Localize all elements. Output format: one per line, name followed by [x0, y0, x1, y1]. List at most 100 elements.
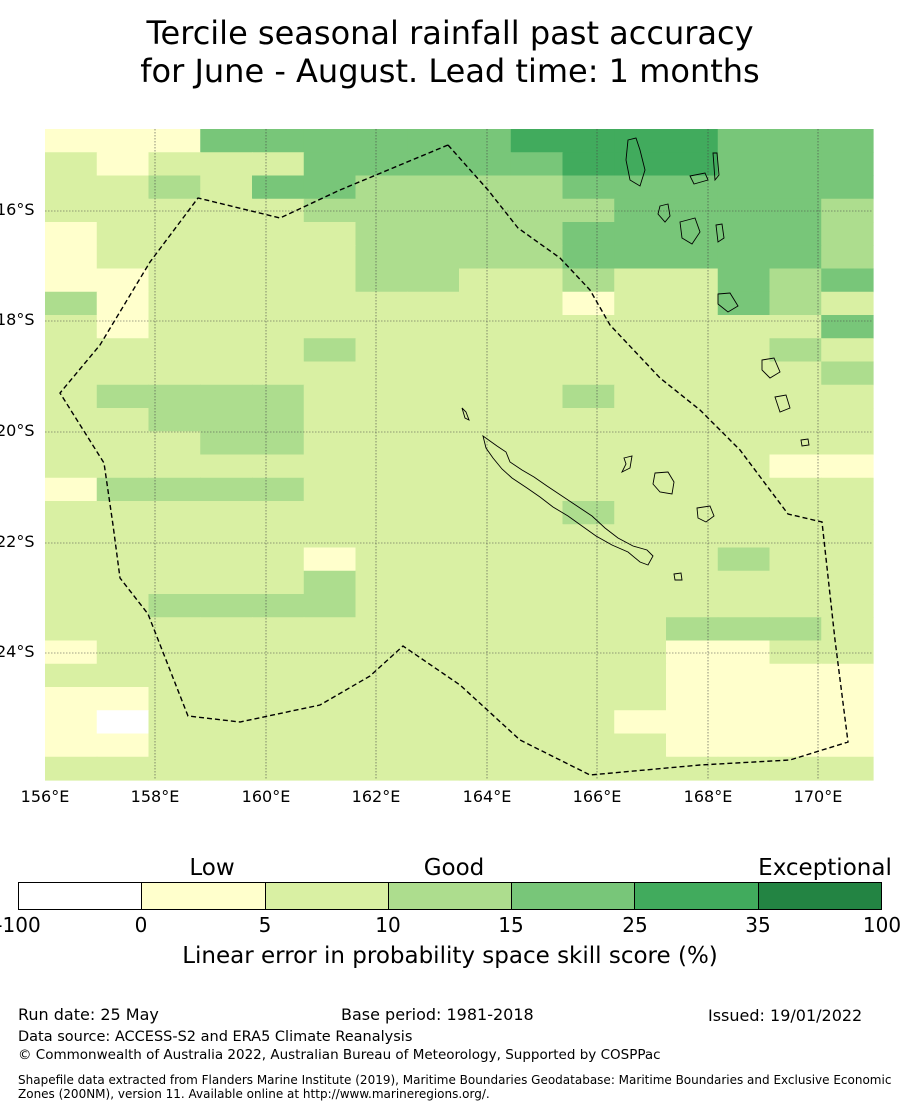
shapefile-attribution: Shapefile data extracted from Flanders M…: [18, 1073, 892, 1101]
grid-cell: [717, 570, 771, 595]
grid-cell: [717, 733, 771, 758]
grid-cell: [148, 687, 201, 711]
grid-cell: [355, 501, 408, 525]
grid-cell: [562, 640, 615, 665]
grid-cell: [510, 245, 564, 270]
grid-cell: [407, 594, 460, 618]
grid-cell: [769, 501, 822, 525]
grid-cell: [459, 570, 512, 595]
grid-cell: [614, 291, 667, 316]
grid-cell: [666, 245, 719, 270]
grid-cell: [821, 501, 874, 525]
grid-cell: [717, 361, 771, 386]
grid-cell: [666, 594, 719, 618]
grid-cell: [459, 756, 512, 781]
grid-cell: [510, 570, 564, 595]
grid-cell: [769, 175, 822, 200]
grid-cell: [200, 408, 253, 432]
grid-cell: [821, 663, 874, 688]
grid-cell: [666, 663, 719, 688]
grid-cell: [614, 663, 667, 688]
grid-cell: [717, 315, 771, 339]
grid-cell: [407, 129, 460, 153]
grid-cell: [821, 129, 874, 153]
grid-cell: [717, 524, 771, 549]
grid-cell: [252, 663, 305, 688]
grid-cell: [96, 315, 150, 339]
grid-cell: [459, 129, 512, 153]
grid-cell: [769, 431, 822, 456]
grid-cell: [355, 710, 408, 735]
grid-cell: [562, 129, 615, 153]
lat-label-24s: 24°S: [0, 642, 35, 661]
grid-cell: [355, 152, 408, 177]
grid-cell: [562, 222, 615, 246]
grid-cell: [459, 315, 512, 339]
colorbar-tick-0: 0: [134, 913, 148, 937]
grid-cell: [510, 222, 564, 246]
grid-cell: [45, 291, 98, 316]
grid-cell: [96, 477, 150, 502]
grid-cell: [769, 756, 822, 781]
grid-cell: [96, 501, 150, 525]
grid-cell: [303, 315, 357, 339]
grid-cell: [821, 384, 874, 409]
grid-cell: [303, 454, 357, 479]
grid-cell: [769, 617, 822, 642]
grid-cell: [614, 222, 667, 246]
grid-cell: [717, 756, 771, 781]
grid-cell: [252, 291, 305, 316]
grid-cell: [355, 222, 408, 246]
colorbar-tick-10: 10: [375, 913, 401, 937]
grid-cell: [407, 570, 460, 595]
grid-cell: [407, 384, 460, 409]
grid-cell: [200, 454, 253, 479]
lon-label-158e: 158°E: [130, 787, 180, 806]
grid-cell: [200, 268, 253, 293]
grid-cell: [821, 640, 874, 665]
grid-cell: [666, 501, 719, 525]
grid-cell: [821, 152, 874, 177]
grid-cell: [355, 175, 408, 200]
grid-cell: [252, 361, 305, 386]
grid-cell: [666, 222, 719, 246]
grid-cell: [459, 663, 512, 688]
grid-cell: [200, 129, 253, 153]
grid-cell: [355, 617, 408, 642]
grid-cell: [303, 384, 357, 409]
grid-cell: [407, 431, 460, 456]
grid-cell: [614, 454, 667, 479]
grid-cell: [200, 501, 253, 525]
grid-cell: [355, 756, 408, 781]
grid-cell: [769, 477, 822, 502]
grid-cell: [459, 617, 512, 642]
grid-cell: [355, 268, 408, 293]
grid-cell: [200, 733, 253, 758]
grid-cell: [562, 361, 615, 386]
grid-cell: [303, 222, 357, 246]
grid-cell: [200, 291, 253, 316]
colorbar-tick-neg100: -100: [0, 913, 41, 937]
grid-cell: [562, 570, 615, 595]
grid-cell: [252, 268, 305, 293]
grid-cell: [45, 408, 98, 432]
grid-cell: [303, 663, 357, 688]
grid-cell: [769, 663, 822, 688]
base-period: Base period: 1981-2018: [341, 1005, 534, 1024]
grid-cell: [821, 408, 874, 432]
grid-cell: [45, 594, 98, 618]
grid-cell: [45, 431, 98, 456]
grid-cell: [148, 501, 201, 525]
grid-cell: [459, 152, 512, 177]
grid-cell: [252, 524, 305, 549]
grid-cell: [821, 268, 874, 293]
legend-category-good: Good: [423, 855, 485, 881]
grid-cell: [407, 733, 460, 758]
vanuatu-malakula: [657, 203, 671, 223]
grid-cell: [45, 756, 98, 781]
grid-cell: [666, 198, 719, 223]
grid-cell: [717, 245, 771, 270]
grid-cell: [252, 594, 305, 618]
grid-cell: [510, 315, 564, 339]
grid-cell: [666, 477, 719, 502]
